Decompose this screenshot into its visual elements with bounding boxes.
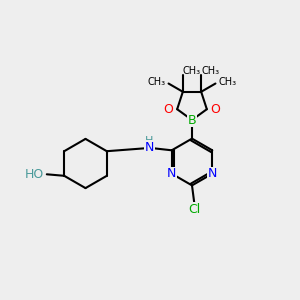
Text: HO: HO bbox=[25, 168, 44, 181]
Text: O: O bbox=[164, 103, 174, 116]
Text: N: N bbox=[208, 167, 217, 180]
Text: B: B bbox=[188, 113, 196, 127]
Text: N: N bbox=[145, 141, 154, 154]
Text: H: H bbox=[145, 136, 154, 146]
Text: N: N bbox=[167, 167, 176, 180]
Text: O: O bbox=[210, 103, 220, 116]
Text: CH₃: CH₃ bbox=[201, 66, 219, 76]
Text: CH₃: CH₃ bbox=[219, 76, 237, 87]
Text: CH₃: CH₃ bbox=[147, 76, 165, 87]
Text: CH₃: CH₃ bbox=[183, 66, 201, 76]
Text: Cl: Cl bbox=[188, 203, 200, 216]
